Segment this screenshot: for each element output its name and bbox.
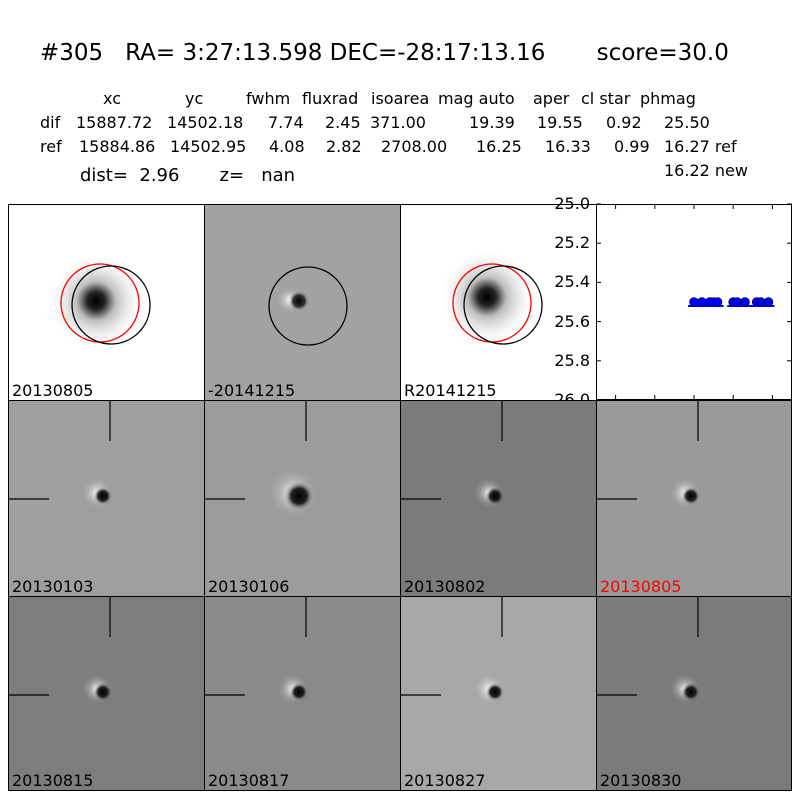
y-tick-label: 25.8	[554, 350, 590, 370]
source-blob	[439, 249, 535, 345]
dif-aper: 19.55	[537, 113, 583, 132]
stamp-panel: 20130827	[400, 596, 597, 791]
stamp-date-label: 20130815	[12, 771, 94, 790]
col-header-cl-star: cl star	[581, 89, 631, 108]
stamp-image	[401, 597, 505, 705]
dif-xc: 15887.72	[76, 113, 153, 132]
stamp-date-label: 20130817	[208, 771, 290, 790]
stamp-panel: 20130802	[400, 400, 597, 597]
ref-cl-star: 0.99	[614, 137, 650, 156]
ref-aper: 16.33	[545, 137, 591, 156]
stamp-image	[48, 253, 151, 349]
lightcurve-chart: 25.025.225.425.625.826.0−100−50050100	[554, 194, 792, 421]
negative-core	[94, 487, 112, 505]
y-tick-label: 25.6	[554, 311, 590, 331]
ref-mag-auto: 16.25	[476, 137, 522, 156]
new-phmag: 16.22 new	[664, 161, 748, 180]
stamp-panel: 20130815	[8, 596, 205, 791]
stamp-image	[597, 597, 701, 705]
black-circle	[71, 265, 151, 345]
stamp-image	[9, 401, 113, 509]
stamp-date-label: 20130827	[404, 771, 486, 790]
stamp-image	[205, 597, 309, 705]
col-header-phmag: phmag	[640, 89, 696, 108]
ref-yc: 14502.95	[170, 137, 247, 156]
stamp-image	[9, 597, 113, 705]
stamp-image	[439, 249, 543, 345]
ref-isoarea: 2708.00	[381, 137, 448, 156]
col-header-aper: aper	[533, 89, 570, 108]
black-circle	[463, 265, 543, 345]
stamp-image	[401, 401, 505, 509]
stamp-image	[597, 401, 701, 509]
stamp-panel: 20130106	[204, 400, 401, 597]
stamp-image	[205, 401, 319, 519]
chart-plot	[596, 203, 792, 401]
col-header-fluxrad: fluxrad	[302, 89, 359, 108]
stamp-image	[268, 266, 348, 346]
col-header-xc: xc	[103, 89, 121, 108]
negative-core	[289, 291, 309, 311]
panel-R20141215: R20141215	[400, 204, 597, 401]
ref-fwhm: 4.08	[269, 137, 305, 156]
dist-line: dist= 2.96 z= nan	[80, 165, 296, 186]
data-point	[763, 297, 774, 307]
y-tick-label: 25.2	[554, 233, 590, 253]
dif-fluxrad: 2.45	[325, 113, 361, 132]
col-header-isoarea: isoarea	[371, 89, 430, 108]
dif-yc: 14502.18	[167, 113, 244, 132]
stamp-panel: 20130103	[8, 400, 205, 597]
ref-phmag: 16.27 ref	[664, 137, 737, 156]
dif-phmag: 25.50	[664, 113, 710, 132]
dif-mag-auto: 19.39	[469, 113, 515, 132]
page-title: #305 RA= 3:27:13.598 DEC=-28:17:13.16 sc…	[40, 40, 729, 66]
negative-core	[486, 683, 504, 701]
col-header-mag-auto: mag auto	[438, 89, 515, 108]
stamp-date-label: 20130805	[600, 577, 682, 596]
source-blob	[48, 253, 144, 349]
col-header-fwhm: fwhm	[246, 89, 291, 108]
negative-core	[94, 683, 112, 701]
y-tick-label: 25.0	[554, 194, 590, 213]
stamp-date-label: 20130802	[404, 577, 486, 596]
stamp-panel: 20130805	[596, 400, 792, 597]
stamp-date-label: 20130106	[208, 577, 290, 596]
negative-core	[682, 487, 700, 505]
panel-20130805-ref-circles: 20130805	[8, 204, 205, 401]
ref-xc: 15884.86	[79, 137, 156, 156]
negative-core	[486, 487, 504, 505]
panel-date-label: R20141215	[404, 381, 497, 400]
stamp-panel: 20130817	[204, 596, 401, 791]
negative-core	[290, 683, 308, 701]
stamp-date-label: 20130103	[12, 577, 94, 596]
stamp-panel: 20130830	[596, 596, 792, 791]
panel-date-label: -20141215	[208, 381, 296, 400]
stamp-date-label: 20130830	[600, 771, 682, 790]
data-point	[712, 297, 723, 307]
dif-fwhm: 7.74	[268, 113, 304, 132]
panel-diff-20141215: -20141215	[204, 204, 401, 401]
dif-isoarea: 371.00	[370, 113, 426, 132]
y-tick-label: 25.4	[554, 272, 590, 292]
row-label-ref: ref	[40, 137, 62, 156]
row-label-dif: dif	[40, 113, 61, 132]
negative-core	[682, 683, 700, 701]
data-point	[740, 297, 750, 307]
col-header-yc: yc	[185, 89, 204, 108]
dif-cl-star: 0.92	[606, 113, 642, 132]
ref-fluxrad: 2.82	[326, 137, 362, 156]
black-circle	[268, 266, 348, 346]
panel-date-label: 20130805	[12, 381, 94, 400]
negative-core	[284, 481, 314, 511]
